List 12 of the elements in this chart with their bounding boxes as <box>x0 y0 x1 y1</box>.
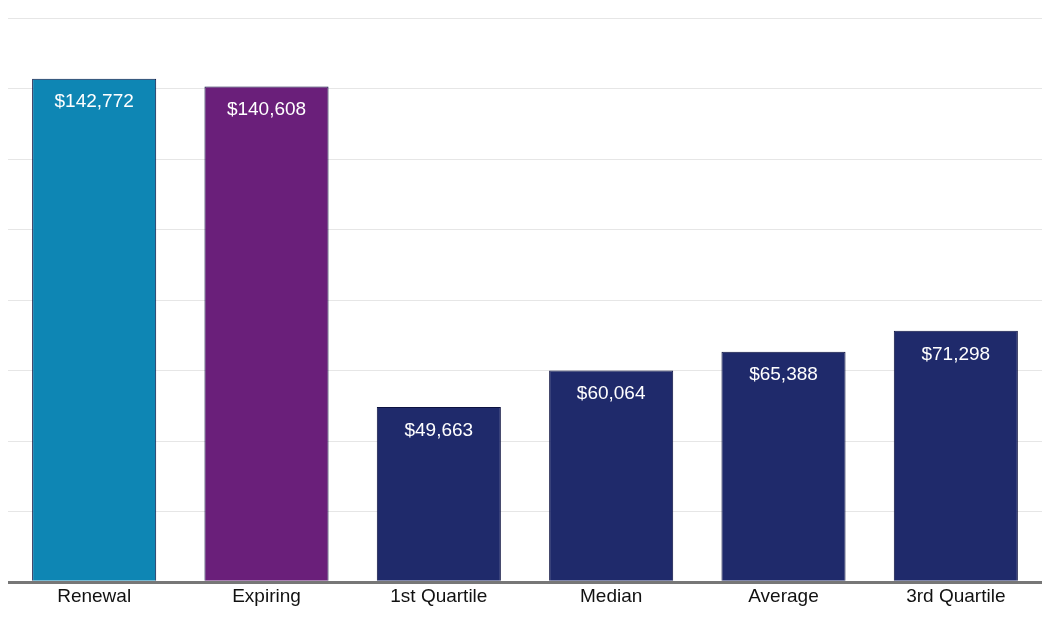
x-tick-label: Renewal <box>57 584 132 606</box>
data-label: $60,064 <box>576 382 646 404</box>
data-label: $49,663 <box>404 418 474 440</box>
data-label: $140,608 <box>226 98 307 120</box>
x-tick-label: 1st Quartile <box>390 584 488 606</box>
data-label: $71,298 <box>921 342 991 364</box>
data-label: $65,388 <box>749 363 818 385</box>
x-tick-label: Average <box>748 584 819 606</box>
x-tick-label: Expiring <box>232 584 301 606</box>
x-tick-label: 3rd Quartile <box>906 584 1006 606</box>
data-label: $142,772 <box>54 90 134 112</box>
x-tick-label: Median <box>580 584 643 606</box>
